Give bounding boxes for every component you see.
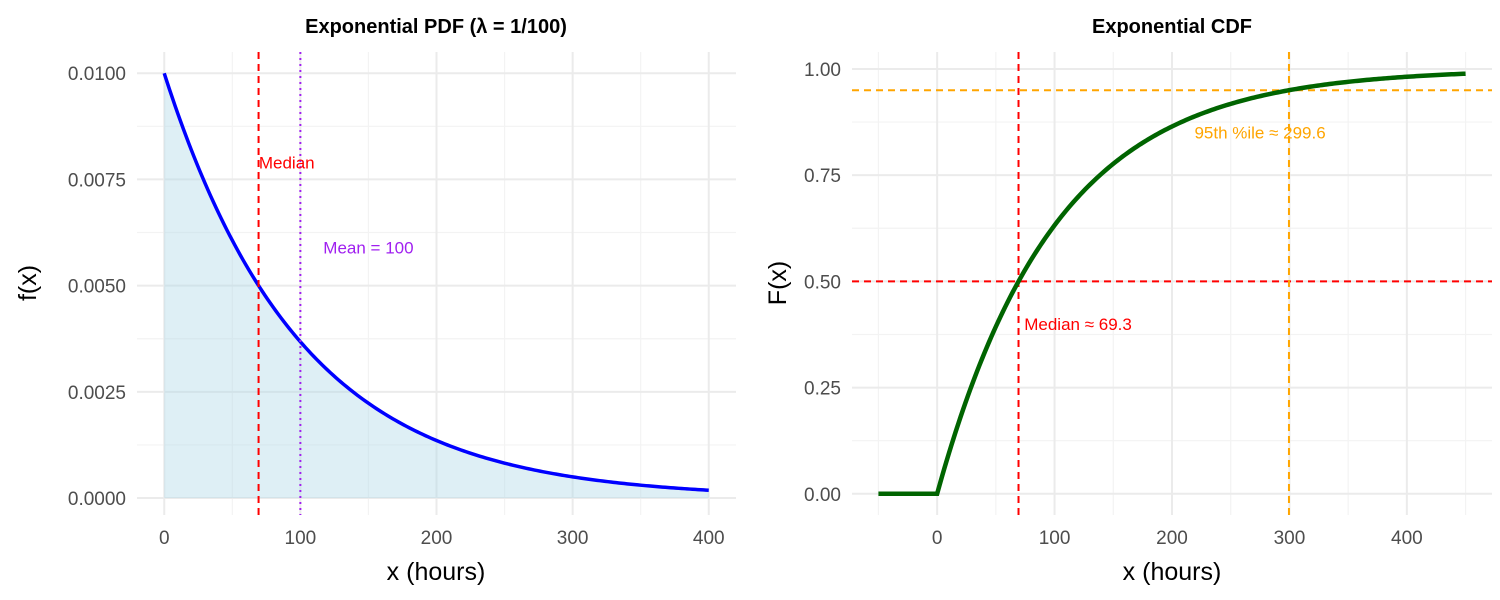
- cdf-x-tick-label: 0: [932, 528, 943, 549]
- cdf-title: Exponential CDF: [1092, 16, 1252, 38]
- cdf-y-axis-label: F(x): [764, 261, 792, 305]
- cdf-x-tick-label: 400: [1391, 528, 1423, 549]
- cdf-x-tick-label: 200: [1156, 528, 1188, 549]
- pdf-tick-labels: 0 100 200 300 400 0.0000 0.0025 0.0050 0.0075 0.0…: [68, 64, 725, 549]
- pdf-annotation-median: Median: [259, 153, 315, 172]
- pdf-x-axis-label: x (hours): [387, 558, 486, 586]
- cdf-x-tick-label: 100: [1039, 528, 1071, 549]
- pdf-curve: [162, 72, 709, 492]
- pdf-y-tick-label: 0.0025: [68, 383, 126, 404]
- pdf-x-tick-label: 200: [421, 528, 453, 549]
- pdf-y-tick-label: 0.0100: [68, 64, 126, 85]
- pdf-y-tick-label: 0.0075: [68, 170, 126, 191]
- cdf-annotation-p95: 95th %ile ≈ 299.6: [1194, 124, 1325, 143]
- cdf-gridlines: [852, 52, 1492, 515]
- pdf-x-tick-label: 100: [285, 528, 317, 549]
- cdf-y-tick-label: 0.00: [804, 485, 841, 506]
- cdf-y-tick-label: 1.00: [804, 60, 841, 81]
- pdf-y-tick-label: 0.0000: [68, 489, 126, 510]
- pdf-y-axis-label: f(x): [14, 265, 42, 301]
- pdf-annotation-mean: Mean = 100: [323, 238, 413, 257]
- pdf-title: Exponential PDF (λ = 1/100): [305, 16, 567, 38]
- cdf-x-tick-label: 300: [1274, 528, 1306, 549]
- pdf-gridlines: [137, 52, 736, 515]
- pdf-x-tick-label: 400: [693, 528, 725, 549]
- cdf-x-axis-label: x (hours): [1123, 558, 1222, 586]
- pdf-area-fill: [164, 73, 709, 499]
- pdf-x-tick-label: 300: [557, 528, 589, 549]
- cdf-y-tick-label: 0.25: [804, 379, 841, 400]
- cdf-curve: [878, 71, 1466, 497]
- cdf-marks: Median ≈ 69.3 95th %ile ≈ 299.6: [852, 52, 1492, 515]
- pdf-y-tick-label: 0.0050: [68, 277, 126, 298]
- pdf-x-tick-label: 0: [159, 528, 170, 549]
- cdf-y-tick-label: 0.50: [804, 272, 841, 293]
- pdf-marks: Median Mean = 100: [162, 52, 709, 515]
- cdf-annotation-median: Median ≈ 69.3: [1024, 315, 1132, 334]
- cdf-y-tick-label: 0.75: [804, 166, 841, 187]
- cdf-tick-labels: 0 100 200 300 400 0.00 0.25 0.50 0.75 1.00: [804, 60, 1423, 549]
